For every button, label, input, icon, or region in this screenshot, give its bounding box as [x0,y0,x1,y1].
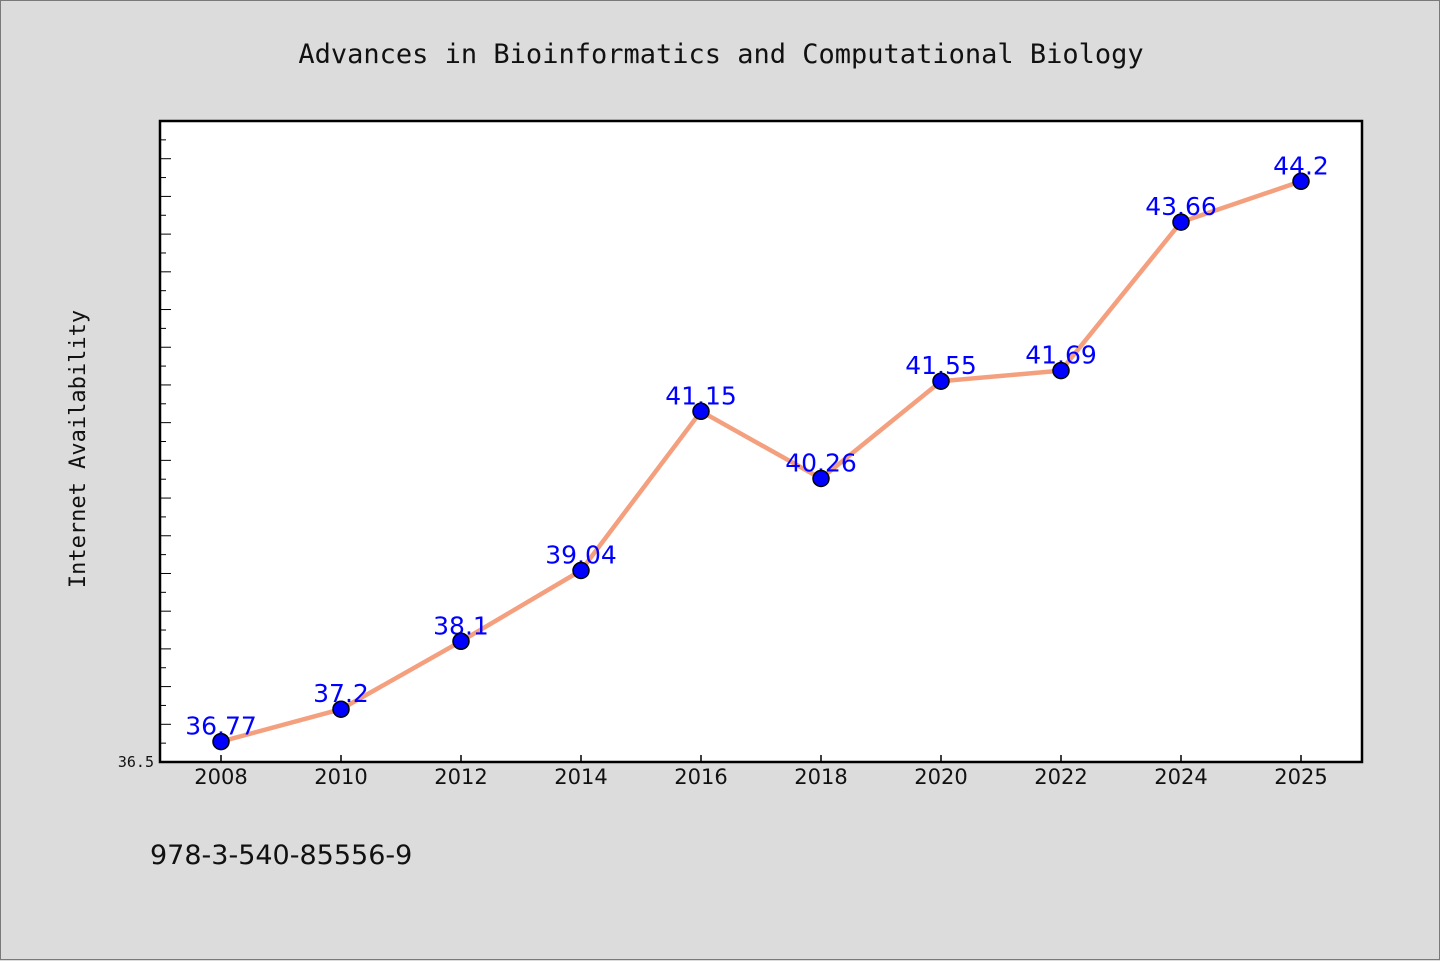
x-axis-ticks: 2008 2010 2012 2014 2016 2018 2020 2022 2024 2025 [194,755,1328,789]
x-tick-label: 2014 [554,765,607,789]
data-point [812,469,830,488]
y-axis-label: Internet Availability [66,310,91,588]
x-tick-label: 2018 [794,765,847,789]
data-point [932,372,950,390]
data-point [1172,213,1190,231]
y-axis-ticks [160,139,171,744]
x-tick-label: 2008 [194,765,247,789]
data-point [572,561,590,580]
data-point [1052,361,1070,380]
data-point [452,632,470,651]
data-point [332,700,350,718]
x-tick-label: 2016 [674,765,727,789]
x-tick-label: 2012 [434,765,487,789]
isbn-text: 978-3-540-85556-9 [150,840,412,871]
data-point [692,402,710,421]
series-line [218,179,1304,744]
y-tick-label: 36.5 [118,753,154,771]
x-tick-label: 2022 [1034,765,1087,789]
data-point [1292,172,1310,191]
plot-area [158,119,1364,764]
x-tick-label: 2010 [314,765,367,789]
data-point [212,732,230,751]
chart-title: Advances in Bioinformatics and Computati… [298,39,1143,70]
x-tick-label: 2024 [1154,765,1207,789]
x-tick-label: 2025 [1274,765,1327,789]
x-tick-label: 2020 [914,765,967,789]
